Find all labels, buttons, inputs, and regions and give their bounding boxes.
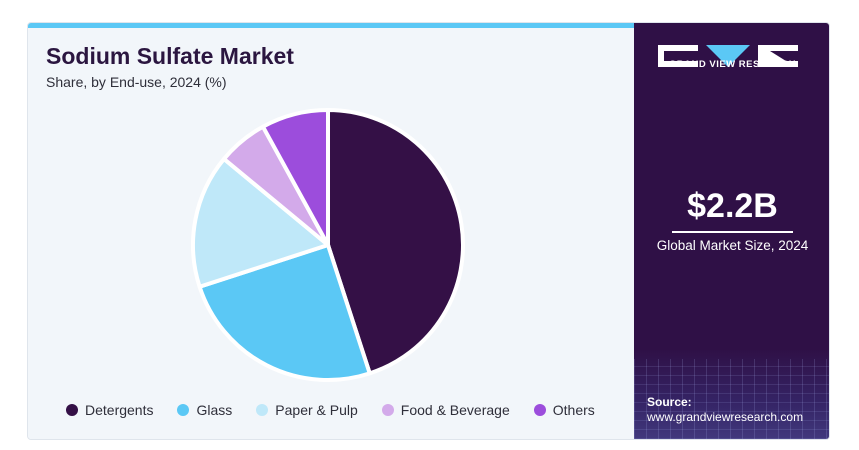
accent-bar xyxy=(28,23,634,28)
chart-subtitle: Share, by End-use, 2024 (%) xyxy=(46,74,227,90)
pie-chart xyxy=(191,108,465,382)
market-size-value: $2.2B xyxy=(687,187,778,225)
chart-title: Sodium Sulfate Market xyxy=(46,43,294,69)
chart-panel: Sodium Sulfate Market Share, by End-use,… xyxy=(28,23,634,439)
legend-label: Detergents xyxy=(85,402,154,418)
legend-item-glass: Glass xyxy=(177,402,232,418)
legend-label: Food & Beverage xyxy=(400,402,510,418)
chart-legend: Detergents Glass Paper & Pulp Food & Bevera… xyxy=(66,402,619,418)
brand-name: GRAND VIEW RESEARCH xyxy=(668,59,797,70)
legend-swatch xyxy=(177,404,190,416)
legend-item-others: Others xyxy=(533,402,595,418)
market-size-label: Global Market Size, 2024 xyxy=(656,238,809,253)
legend-item-detergents: Detergents xyxy=(66,402,153,418)
legend-label: Glass xyxy=(196,402,233,418)
legend-item-food-beverage: Food & Beverage xyxy=(381,402,510,418)
infographic-card: Sodium Sulfate Market Share, by End-use,… xyxy=(27,22,830,440)
legend-swatch xyxy=(66,404,78,416)
kpi-divider xyxy=(672,231,793,233)
summary-sidebar: GRAND VIEW RESEARCH $2.2B Global Market … xyxy=(634,23,829,439)
legend-swatch xyxy=(256,404,269,416)
source-block: Source: www.grandviewresearch.com xyxy=(647,395,803,425)
sidebar-grid-pattern xyxy=(634,359,829,439)
pie-slice-glass xyxy=(197,243,372,382)
pie-slice-detergents xyxy=(326,108,465,376)
pie-slice-others xyxy=(260,108,330,247)
legend-label: Others xyxy=(552,402,595,418)
legend-swatch xyxy=(381,404,394,416)
brand-logo-icon xyxy=(658,45,798,67)
legend-item-paper-pulp: Paper & Pulp xyxy=(256,402,358,418)
pie-slice-paper-pulp xyxy=(191,156,330,289)
source-title: Source: xyxy=(647,395,692,409)
legend-swatch xyxy=(533,404,546,416)
legend-label: Paper & Pulp xyxy=(275,402,358,418)
sidebar-gradient xyxy=(634,349,829,439)
source-url[interactable]: www.grandviewresearch.com xyxy=(647,410,804,424)
